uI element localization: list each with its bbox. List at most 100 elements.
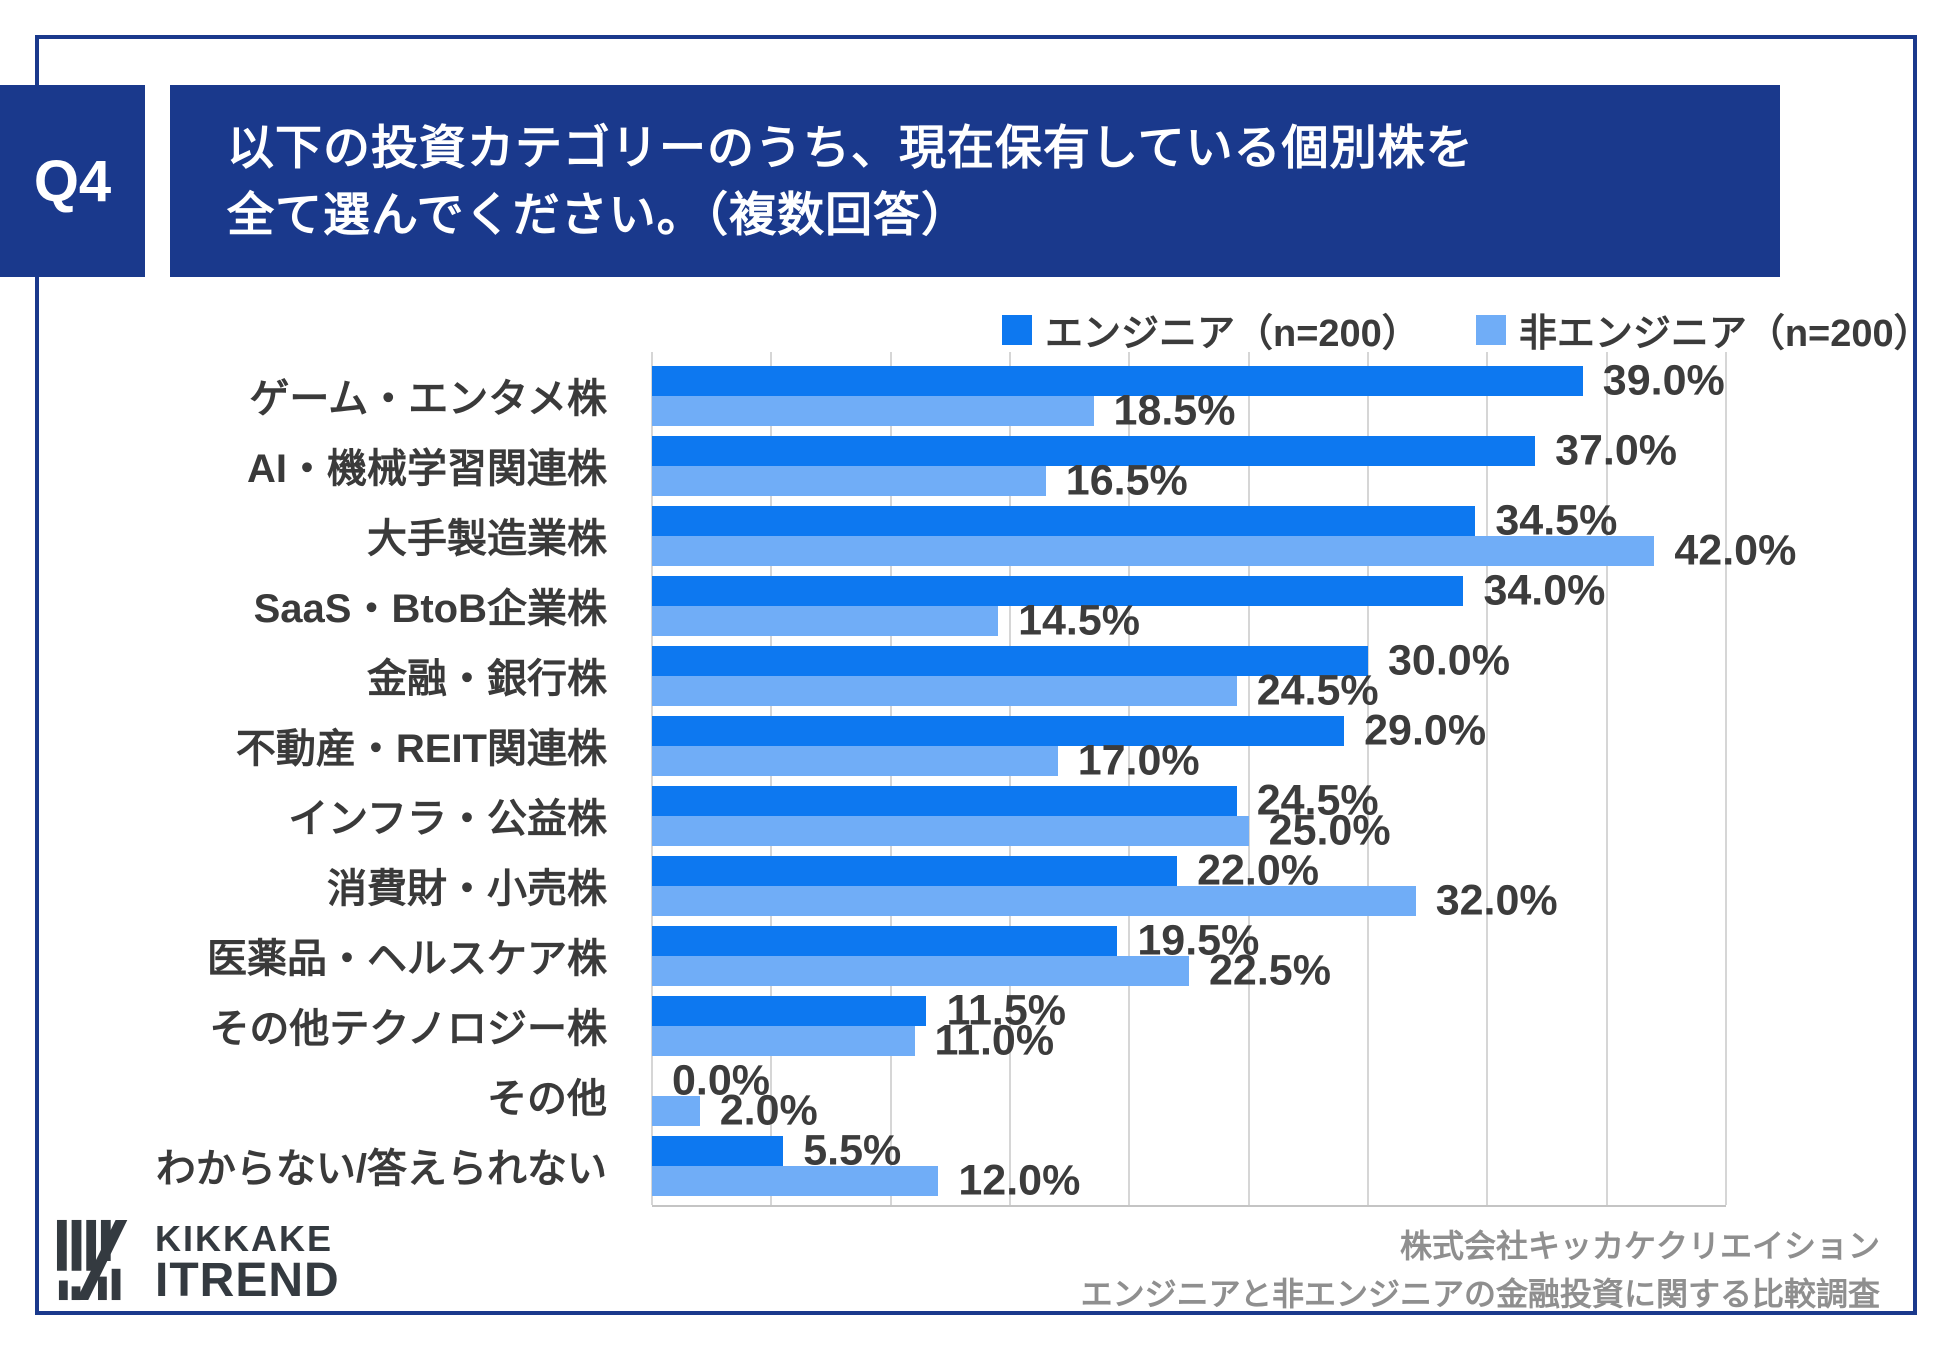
gridline-5pct	[770, 352, 773, 1205]
value-label-non-engineer: 2.0%	[719, 1086, 818, 1135]
chart-row: ゲーム・エンタメ株 39.0% 18.5%	[0, 359, 1950, 432]
chart-row: その他テクノロジー株 11.5% 11.0%	[0, 989, 1950, 1062]
logo-bars-icon	[56, 1219, 128, 1301]
value-label-engineer: 30.0%	[1388, 636, 1510, 685]
category-label: 金融・銀行株	[367, 657, 607, 701]
legend-swatch-non-engineer-icon	[1475, 314, 1506, 345]
question-title-line1: 以下の投資カテゴリーのうち、現在保有している個別株を	[227, 121, 1474, 174]
logo-text-itrend: ITREND	[155, 1254, 340, 1307]
value-label-non-engineer: 42.0%	[1674, 526, 1797, 575]
bar-non-engineer: 16.5%	[652, 459, 1188, 502]
bar-engineer: 39.0%	[652, 359, 1725, 402]
gridline-35pct	[1486, 352, 1489, 1205]
gridline-10pct	[889, 352, 892, 1205]
chart-row: その他 0.0% 2.0%	[0, 1056, 1950, 1132]
chart-row: AI・機械学習関連株 37.0% 16.5%	[0, 429, 1950, 502]
legend-item-engineer: エンジニア（n=200）	[1002, 302, 1420, 357]
category-label: AI・機械学習関連株	[247, 447, 607, 491]
category-label: その他	[487, 1077, 607, 1121]
bar-non-engineer: 25.0%	[652, 809, 1391, 852]
category-label: その他テクノロジー株	[209, 1007, 607, 1051]
value-label-non-engineer: 18.5%	[1113, 386, 1236, 435]
slide-border-frame	[35, 35, 1917, 1315]
value-label-engineer: 34.0%	[1483, 566, 1606, 615]
value-label-non-engineer: 11.0%	[934, 1016, 1055, 1065]
category-label: わからない/答えられない	[155, 1147, 607, 1191]
bar-non-engineer: 24.5%	[652, 669, 1379, 712]
x-axis-line	[652, 1205, 1726, 1207]
bar-engineer: 5.5%	[652, 1129, 901, 1172]
chart-rows: ゲーム・エンタメ株 39.0% 18.5% AI・機械学習関連株 37.0% 16.5% 大…	[0, 359, 1950, 1205]
bar-pair: 22.0% 32.0%	[652, 849, 1726, 925]
value-label-engineer: 39.0%	[1602, 356, 1725, 405]
gridline-25pct	[1247, 352, 1250, 1205]
legend-label-engineer: エンジニア（n=200）	[1045, 313, 1420, 355]
chart-row: SaaS・BtoB企業株 34.0% 14.5%	[0, 569, 1950, 642]
bar-pair: 5.5% 12.0%	[652, 1129, 1726, 1205]
chart-row: 消費財・小売株 22.0% 32.0%	[0, 849, 1950, 925]
value-label-engineer: 5.5%	[803, 1126, 902, 1175]
bar-engineer: 30.0%	[652, 639, 1510, 682]
value-label-engineer: 0.0%	[672, 1056, 771, 1105]
gridline-45pct	[1725, 352, 1727, 1205]
bar-non-engineer: 22.5%	[652, 949, 1331, 992]
value-label-non-engineer: 24.5%	[1256, 666, 1379, 715]
bar-non-engineer: 11.0%	[652, 1019, 1054, 1062]
gridline-15pct	[1008, 352, 1011, 1205]
bar-pair: 39.0% 18.5%	[652, 359, 1726, 432]
bar-non-engineer: 2.0%	[652, 1089, 818, 1132]
legend-label-non-engineer: 非エンジニア（n=200）	[1518, 313, 1932, 355]
bar-pair: 30.0% 24.5%	[652, 639, 1726, 712]
plot-area	[651, 352, 1727, 1207]
bar-engineer: 22.0%	[652, 849, 1319, 892]
question-title-line2: 全て選んでください。（複数回答）	[227, 188, 970, 241]
bar-pair: 29.0% 17.0%	[652, 709, 1726, 785]
chart-row: インフラ・公益株 24.5% 25.0%	[0, 779, 1950, 852]
bar-engineer: 37.0%	[652, 429, 1677, 472]
footer-company-name: 株式会社キッカケクリエイション	[1399, 1228, 1880, 1264]
category-label: 大手製造業株	[367, 517, 607, 561]
bar-pair: 37.0% 16.5%	[652, 429, 1726, 502]
gridline-0pct	[651, 352, 653, 1205]
bar-engineer: 34.0%	[652, 569, 1605, 612]
category-label: 不動産・REIT関連株	[235, 727, 607, 771]
bar-pair: 0.0% 2.0%	[652, 1056, 1726, 1132]
value-label-non-engineer: 25.0%	[1268, 806, 1391, 855]
value-label-non-engineer: 32.0%	[1435, 876, 1558, 925]
bar-engineer: 34.5%	[652, 499, 1617, 542]
bar-pair: 24.5% 25.0%	[652, 779, 1726, 852]
bar-non-engineer: 18.5%	[652, 389, 1235, 432]
bar-engineer: 24.5%	[652, 779, 1379, 822]
chart-row: 不動産・REIT関連株 29.0% 17.0%	[0, 709, 1950, 785]
gridline-30pct	[1366, 352, 1369, 1205]
legend-swatch-engineer-icon	[1002, 314, 1032, 345]
logo-text-kikkake: KIKKAKE	[155, 1218, 334, 1259]
value-label-non-engineer: 16.5%	[1065, 456, 1188, 505]
value-label-non-engineer: 17.0%	[1077, 736, 1200, 785]
category-label: ゲーム・エンタメ株	[249, 377, 607, 421]
footer-credit: 株式会社キッカケクリエイション エンジニアと非エンジニアの金融投資に関する比較調…	[1081, 1222, 1880, 1318]
bar-chart: ゲーム・エンタメ株 39.0% 18.5% AI・機械学習関連株 37.0% 16.5% 大…	[0, 352, 1950, 1208]
bar-pair: 34.0% 14.5%	[652, 569, 1726, 642]
category-label: 消費財・小売株	[327, 867, 607, 911]
bar-non-engineer: 14.5%	[652, 599, 1140, 642]
bar-pair: 11.5% 11.0%	[652, 989, 1726, 1062]
chart-row: 医薬品・ヘルスケア株 19.5% 22.5%	[0, 919, 1950, 992]
bar-engineer: 19.5%	[652, 919, 1259, 962]
chart-row: わからない/答えられない 5.5% 12.0%	[0, 1129, 1950, 1205]
bar-engineer: 11.5%	[652, 989, 1066, 1032]
value-label-non-engineer: 14.5%	[1018, 596, 1140, 645]
chart-row: 金融・銀行株 30.0% 24.5%	[0, 639, 1950, 712]
category-label: SaaS・BtoB企業株	[253, 587, 607, 631]
question-number-badge: Q4	[0, 85, 145, 277]
chart-legend: エンジニア（n=200） 非エンジニア（n=200）	[1002, 302, 1932, 357]
value-label-non-engineer: 12.0%	[958, 1156, 1081, 1205]
question-title-box: 以下の投資カテゴリーのうち、現在保有している個別株を 全て選んでください。（複数…	[170, 85, 1780, 277]
footer-survey-title: エンジニアと非エンジニアの金融投資に関する比較調査	[1080, 1276, 1880, 1312]
value-label-engineer: 34.5%	[1495, 496, 1618, 545]
legend-item-non-engineer: 非エンジニア（n=200）	[1475, 302, 1932, 357]
value-label-engineer: 11.5%	[946, 986, 1067, 1035]
kikkake-itrend-logo: KIKKAKE ITREND	[55, 1218, 340, 1307]
value-label-engineer: 22.0%	[1197, 846, 1319, 895]
category-label: インフラ・公益株	[288, 797, 607, 841]
